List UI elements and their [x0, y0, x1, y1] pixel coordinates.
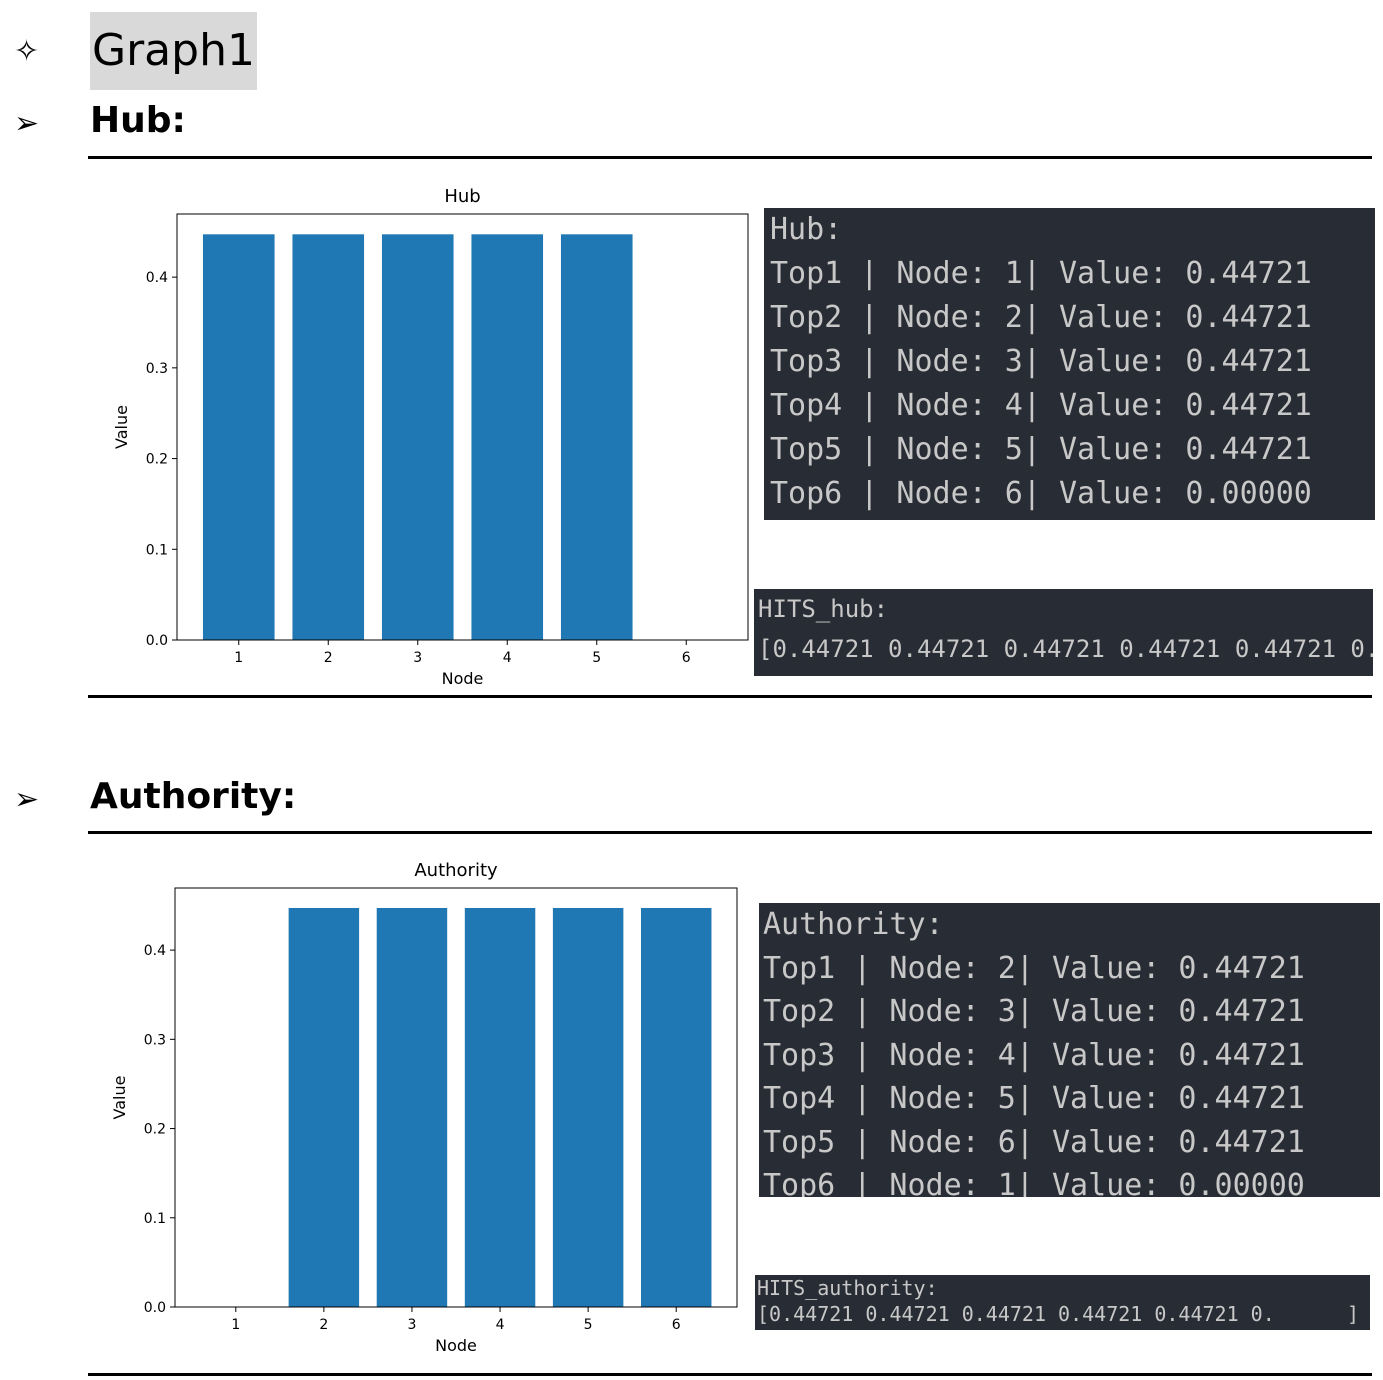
- y-tick-label: 0.1: [144, 1211, 166, 1227]
- array-output: HITS_hub: [0.44721 0.44721 0.44721 0.4472…: [754, 589, 1373, 676]
- console-line: HITS_hub:: [758, 595, 889, 623]
- x-tick-label: 1: [231, 1317, 240, 1333]
- console-line: Top2 | Node: 3| Value: 0.44721: [763, 994, 1305, 1029]
- y-tick-label: 0.0: [144, 1300, 166, 1316]
- y-tick-label: 0.1: [146, 542, 168, 558]
- console-line: Top1 | Node: 2| Value: 0.44721: [763, 950, 1305, 986]
- chart: 1 2 3 4 5 6 0.0 0.1 0.2 0.3 0.4 Hub Node Value: [112, 186, 749, 688]
- console-line: Top6 | Node: 1| Value: 0.00000: [763, 1168, 1305, 1197]
- bar: [560, 234, 633, 640]
- section-title: Authority:: [90, 776, 297, 817]
- y-tick-label: 0.3: [144, 1032, 166, 1048]
- bar: [552, 907, 624, 1307]
- bar: [376, 907, 448, 1307]
- console-line: [0.44721 0.44721 0.44721 0.44721 0.44721…: [757, 1302, 1360, 1326]
- plot-frame: [174, 887, 738, 1308]
- y-tick-label: 0.3: [146, 361, 168, 377]
- x-axis-label: Node: [435, 1336, 477, 1355]
- x-axis-label: Node: [442, 669, 484, 688]
- bar: [464, 907, 536, 1307]
- x-tick-label: 6: [672, 1317, 681, 1333]
- console-line: Top5 | Node: 5| Value: 0.44721: [770, 432, 1312, 467]
- x-tick-label: 1: [234, 650, 243, 666]
- console-line: HITS_authority:: [757, 1276, 938, 1300]
- x-tick-label: 5: [584, 1317, 593, 1333]
- chart-title: Authority: [414, 860, 498, 881]
- y-axis-label: Value: [112, 405, 131, 449]
- bar: [381, 234, 454, 640]
- x-tick-label: 2: [324, 650, 333, 666]
- console-line: Authority:: [763, 907, 944, 942]
- console-line: Top3 | Node: 3| Value: 0.44721: [770, 344, 1312, 379]
- bullet-star: ✧: [14, 34, 40, 69]
- chart-title: Hub: [444, 186, 480, 207]
- console-line: Top4 | Node: 5| Value: 0.44721: [763, 1081, 1305, 1116]
- section-title: Hub:: [90, 100, 186, 141]
- console-output: Hub: Top1 | Node: 1| Value: 0.44721 Top2 |…: [764, 208, 1375, 520]
- x-tick-label: 3: [413, 650, 422, 666]
- x-tick-label: 2: [319, 1317, 328, 1333]
- rule: [88, 695, 1372, 698]
- bar: [288, 907, 360, 1307]
- console-line: Top5 | Node: 6| Value: 0.44721: [763, 1124, 1305, 1160]
- heading: Graph1: [90, 12, 257, 90]
- chart: 1 2 3 4 5 6 0.0 0.1 0.2 0.3 0.4 Authority Node Value: [110, 860, 738, 1355]
- console-line: Top3 | Node: 4| Value: 0.44721: [763, 1037, 1305, 1073]
- rule: [88, 156, 1372, 159]
- bar: [471, 234, 544, 640]
- y-tick-label: 0.2: [146, 452, 168, 468]
- bar: [292, 234, 365, 640]
- console-line: Top4 | Node: 4| Value: 0.44721: [770, 388, 1312, 423]
- console-line: Top1 | Node: 1| Value: 0.44721: [770, 256, 1312, 291]
- bar: [640, 907, 712, 1307]
- console-line: Hub:: [770, 212, 843, 247]
- bullet-arrow: ➢: [14, 106, 40, 141]
- bullet-arrow: ➢: [14, 782, 40, 817]
- x-tick-label: 4: [503, 650, 512, 666]
- x-tick-label: 4: [496, 1317, 505, 1333]
- x-tick-label: 6: [682, 650, 691, 666]
- y-tick-label: 0.4: [144, 943, 166, 959]
- plot-frame: [176, 213, 749, 641]
- console-line: Top2 | Node: 2| Value: 0.44721: [770, 300, 1312, 335]
- y-tick-label: 0.0: [146, 633, 168, 649]
- y-tick-label: 0.4: [146, 270, 168, 286]
- console-line: [0.44721 0.44721 0.44721 0.44721 0.44721…: [758, 635, 1373, 663]
- console-line: Top6 | Node: 6| Value: 0.00000: [770, 476, 1312, 511]
- rule: [88, 831, 1372, 834]
- rule: [88, 1373, 1372, 1376]
- array-output: HITS_authority: [0.44721 0.44721 0.44721 …: [755, 1275, 1370, 1330]
- y-tick-label: 0.2: [144, 1122, 166, 1138]
- bar: [202, 234, 275, 640]
- y-axis-label: Value: [110, 1076, 129, 1120]
- x-tick-label: 3: [407, 1317, 416, 1333]
- console-output: Authority: Top1 | Node: 2| Value: 0.44721…: [759, 903, 1380, 1197]
- x-tick-label: 5: [592, 650, 601, 666]
